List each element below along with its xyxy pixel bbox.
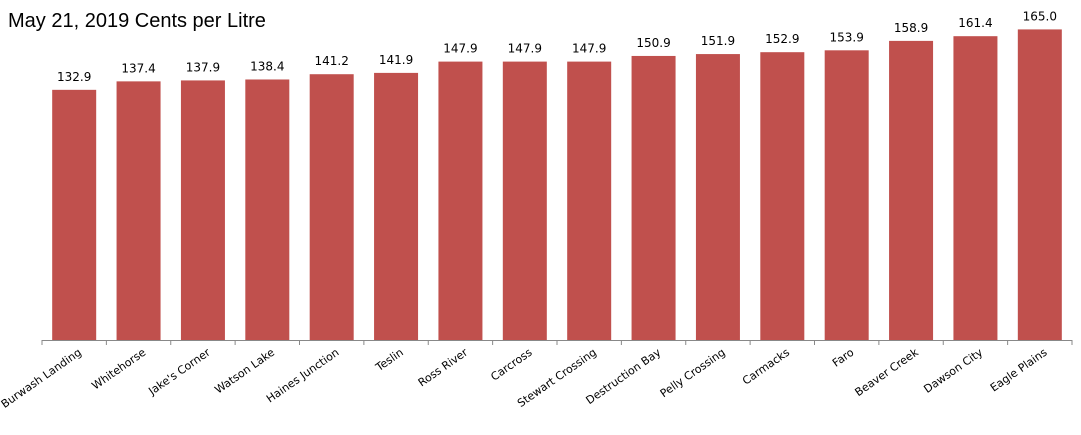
bar [116,81,161,340]
x-tick-label: Ross River [416,346,471,390]
value-label: 161.4 [958,16,992,30]
x-tick-label: Faro [830,346,857,370]
bar [1017,29,1062,340]
value-label: 151.9 [701,34,735,48]
bar [889,40,934,341]
value-label: 138.4 [250,59,284,73]
value-label: 165.0 [1023,9,1057,23]
bar [374,72,419,341]
x-tick-label: Watson Lake [212,346,277,397]
value-label: 137.9 [186,60,220,74]
value-label: 137.4 [121,61,155,75]
value-label: 150.9 [636,36,670,50]
bar [631,55,676,340]
bar [502,61,547,340]
x-tick-label: Carcross [488,346,534,384]
bar [695,54,740,340]
bar [309,74,354,340]
value-label: 141.9 [379,53,413,67]
x-tick-label: Beaver Creek [853,345,922,399]
value-label: 153.9 [830,30,864,44]
bar [438,61,483,340]
bar [953,36,998,341]
x-tick-label: Carmacks [740,346,792,388]
bar [824,50,869,341]
value-label: 132.9 [57,70,91,84]
value-label: 158.9 [894,21,928,35]
x-tick-label: Whitehorse [89,346,148,393]
bar [567,61,612,340]
bar [245,79,290,340]
bar [180,80,225,341]
bar [760,52,805,341]
x-tick-label: Teslin [373,346,406,375]
value-label: 147.9 [508,42,542,56]
x-tick-label: Pelly Crossing [658,346,728,400]
x-tick-label: Jake's Corner [145,346,213,399]
value-label: 147.9 [443,42,477,56]
value-label: 141.2 [315,54,349,68]
value-label: 147.9 [572,42,606,56]
bar [52,89,97,340]
x-tick-label: Burwash Landing [0,346,84,411]
x-tick-label: Dawson City [921,346,985,396]
value-label: 152.9 [765,32,799,46]
chart-subtitle: May 21, 2019 Cents per Litre [8,10,266,32]
x-tick-label: Eagle Plains [988,346,1050,395]
